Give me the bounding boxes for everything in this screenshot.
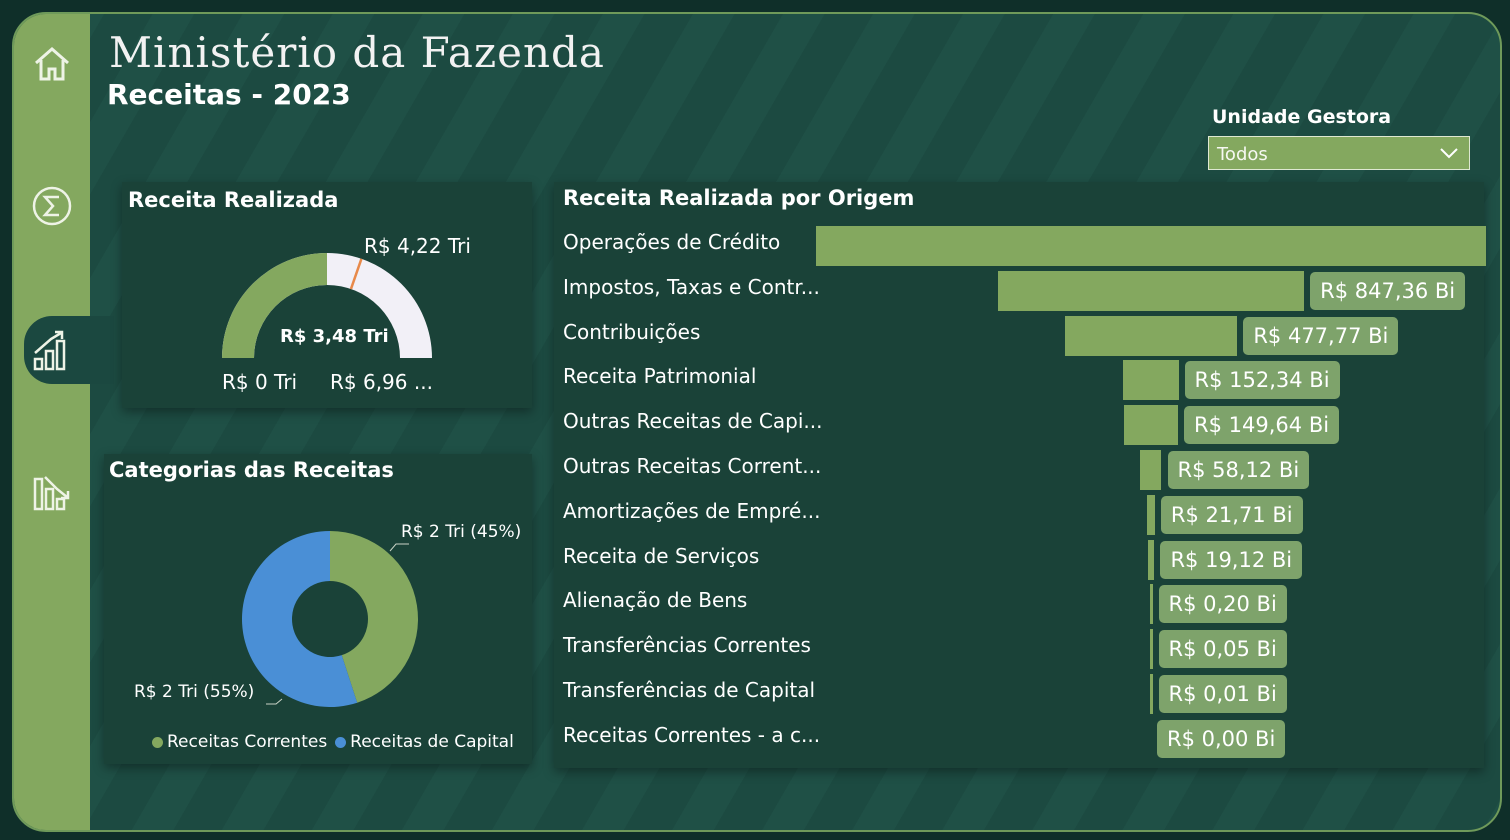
gauge-chart: [222, 253, 432, 358]
funnel-data-label: R$ 0,00 Bi: [1157, 719, 1286, 758]
gauge-max-label: R$ 6,96 ...: [330, 370, 433, 394]
legend-dot-correntes: [152, 736, 163, 748]
sigma-icon[interactable]: [26, 180, 78, 232]
bar-chart-icon[interactable]: [26, 324, 78, 376]
funnel-bar[interactable]: [1147, 494, 1155, 535]
funnel-category-label: Transferências de Capital: [563, 678, 816, 702]
funnel-category-label: Outras Receitas Corrent...: [563, 454, 822, 478]
funnel-category-label: Contribuições: [563, 319, 701, 344]
donut-chart: [242, 531, 419, 707]
donut-title: Categorias das Receitas: [109, 458, 394, 482]
funnel-category-label: Amortizações de Empré...: [563, 498, 821, 523]
legend-dot-capital: [335, 736, 347, 748]
dropdown-value: Todos: [1217, 144, 1268, 165]
home-icon[interactable]: [26, 38, 78, 90]
unidade-gestora-dropdown[interactable]: Todos: [1208, 136, 1470, 170]
funnel-bar[interactable]: [1140, 450, 1162, 490]
funnel-bar[interactable]: [1149, 629, 1153, 670]
funnel-category-label: Receitas Correntes - a c...: [563, 722, 821, 747]
donut-label-capital: R$ 2 Tri (55%): [134, 682, 255, 702]
gauge-fill: [222, 253, 327, 358]
funnel-data-label: R$ 152,34 Bi: [1184, 361, 1340, 400]
funnel-data-label: R$ 58,12 Bi: [1167, 451, 1310, 489]
donut-panel: Categorias das Receitas R$ 2 Tri (45%) R…: [104, 454, 532, 764]
funnel-category-label: Impostos, Taxas e Contr...: [563, 274, 820, 299]
funnel-bar[interactable]: [1123, 360, 1179, 401]
funnel-data-label: R$ 0,01 Bi: [1158, 675, 1287, 713]
funnel-data-label: R$ 21,71 Bi: [1160, 495, 1303, 534]
funnel-category-label: Receita Patrimonial: [563, 364, 757, 389]
funnel-bar[interactable]: [1123, 405, 1179, 446]
funnel-category-label: Alienação de Bens: [563, 588, 748, 613]
funnel-data-label: R$ 0,05 Bi: [1158, 630, 1287, 669]
funnel-panel: Receita Realizada por Origem Operações d…: [554, 182, 1486, 768]
gauge-target-label: R$ 4,22 Tri: [364, 234, 471, 258]
dashboard-frame: Ministério da Fazenda Receitas - 2023 Un…: [12, 12, 1502, 832]
gauge-title: Receita Realizada: [128, 188, 339, 212]
leader-line-correntes: [389, 543, 409, 552]
slicer-label: Unidade Gestora: [1212, 106, 1392, 128]
funnel-data-label: R$ 847,36 Bi: [1310, 271, 1466, 310]
gauge-target-marker: [349, 258, 363, 290]
funnel-data-label: R$ 477,77 Bi: [1243, 316, 1399, 355]
donut-legend: Receitas Correntes Receitas de Capital: [152, 732, 514, 752]
gauge-min-label: R$ 0 Tri: [222, 370, 298, 394]
funnel-category-label: Outras Receitas de Capi...: [563, 409, 823, 434]
funnel-bar[interactable]: [1064, 315, 1238, 356]
donut-label-correntes: R$ 2 Tri (45%): [401, 522, 522, 542]
funnel-bar[interactable]: [1147, 539, 1155, 580]
funnel-bar[interactable]: [1149, 584, 1153, 625]
leader-line-capital: [266, 698, 283, 705]
funnel-category-label: Transferências Correntes: [563, 633, 811, 658]
funnel-title: Receita Realizada por Origem: [563, 186, 915, 210]
analytics-icon[interactable]: [26, 464, 78, 516]
funnel-bar[interactable]: [816, 226, 1486, 266]
gauge-panel: Receita Realizada R$ 4,22 Tri R$ 3,48 Tr…: [122, 182, 532, 408]
funnel-bar[interactable]: [1149, 674, 1153, 714]
gauge-value-label: R$ 3,48 Tri: [280, 326, 389, 347]
donut-slice-0: [330, 531, 419, 703]
page-title: Ministério da Fazenda: [109, 28, 605, 77]
funnel-category-label: Operações de Crédito: [563, 230, 781, 254]
funnel-data-label: R$ 19,12 Bi: [1160, 540, 1303, 579]
legend-label-capital: Receitas de Capital: [350, 732, 514, 752]
chevron-down-icon: [1439, 144, 1459, 165]
funnel-bar[interactable]: [997, 270, 1305, 311]
funnel-data-label: R$ 0,20 Bi: [1158, 585, 1287, 624]
sidebar: [14, 14, 114, 830]
funnel-category-label: Receita de Serviços: [563, 543, 760, 568]
donut-slice-1: [242, 531, 358, 707]
legend-label-correntes: Receitas Correntes: [167, 732, 328, 752]
page-subtitle: Receitas - 2023: [107, 78, 351, 111]
funnel-data-label: R$ 149,64 Bi: [1184, 406, 1340, 445]
